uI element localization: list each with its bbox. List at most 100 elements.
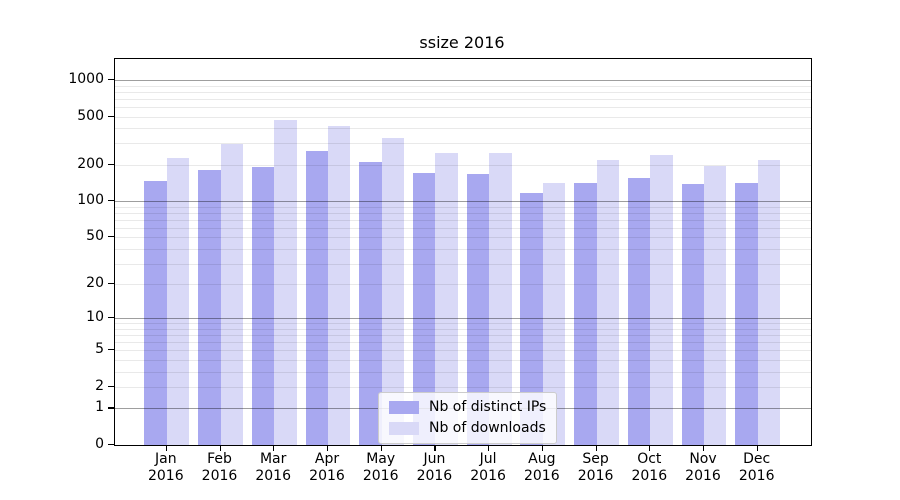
y-tick-mark bbox=[108, 317, 114, 319]
x-tick-label: Feb 2016 bbox=[175, 451, 265, 485]
legend-swatch-distinct-ips bbox=[389, 401, 419, 414]
x-tick-month: Apr bbox=[314, 451, 340, 467]
x-tick-mark bbox=[756, 445, 758, 451]
bar-downloads bbox=[327, 125, 351, 445]
x-tick-mark bbox=[219, 445, 221, 451]
x-tick-mark bbox=[434, 445, 436, 451]
y-tick-mark bbox=[108, 349, 114, 351]
bar-downloads bbox=[381, 138, 405, 445]
plot-area: Nb of distinct IPs Nb of downloads bbox=[114, 58, 812, 446]
x-tick-year: 2016 bbox=[470, 468, 506, 484]
x-tick-label: Sep 2016 bbox=[551, 451, 641, 485]
minor-gridline bbox=[115, 85, 811, 87]
bar-distinct-ips bbox=[305, 151, 328, 445]
x-tick-year: 2016 bbox=[362, 468, 399, 484]
minor-gridline bbox=[115, 371, 811, 373]
y-tick-mark bbox=[108, 444, 114, 446]
chart-title: ssize 2016 bbox=[419, 33, 505, 52]
bar-distinct-ips bbox=[520, 192, 543, 445]
legend: Nb of distinct IPs Nb of downloads bbox=[378, 392, 558, 444]
x-tick-month: Dec bbox=[743, 451, 771, 467]
bars-layer bbox=[115, 59, 811, 445]
x-tick-label: Oct 2016 bbox=[604, 451, 694, 485]
minor-gridline bbox=[115, 386, 811, 388]
x-tick-mark bbox=[488, 445, 490, 451]
minor-gridline bbox=[115, 206, 811, 208]
y-tick-label: 500 bbox=[77, 107, 104, 124]
bar-downloads bbox=[220, 143, 243, 445]
minor-gridline bbox=[115, 212, 811, 214]
major-gridline bbox=[115, 201, 811, 203]
bar-distinct-ips bbox=[198, 170, 221, 445]
x-tick-label: Apr 2016 bbox=[282, 451, 372, 485]
y-tick-label: 1 bbox=[95, 399, 104, 416]
x-tick-year: 2016 bbox=[255, 468, 291, 484]
x-tick-mark bbox=[165, 445, 167, 451]
y-tick-label: 5 bbox=[95, 341, 104, 358]
x-tick-mark bbox=[595, 445, 597, 451]
minor-gridline bbox=[115, 237, 811, 239]
x-tick-year: 2016 bbox=[738, 468, 775, 484]
x-tick-label: Jun 2016 bbox=[389, 451, 479, 485]
legend-swatch-downloads bbox=[389, 422, 419, 435]
major-gridline bbox=[115, 318, 811, 320]
y-tick-mark bbox=[108, 236, 114, 238]
bar-distinct-ips bbox=[251, 166, 275, 445]
major-gridline bbox=[115, 79, 811, 81]
x-tick-label: Jan 2016 bbox=[121, 451, 211, 485]
x-tick-month: Aug bbox=[528, 451, 556, 467]
x-tick-mark bbox=[327, 445, 329, 451]
minor-gridline bbox=[115, 323, 811, 325]
y-tick-mark bbox=[108, 78, 114, 81]
grid-layer bbox=[115, 59, 811, 445]
x-tick-month: Jul bbox=[479, 451, 497, 467]
x-tick-label: Mar 2016 bbox=[228, 451, 318, 485]
minor-gridline bbox=[115, 91, 811, 93]
x-tick-mark bbox=[273, 445, 275, 451]
x-tick-year: 2016 bbox=[416, 468, 453, 484]
bar-downloads bbox=[542, 183, 566, 445]
x-tick-year: 2016 bbox=[201, 468, 238, 484]
bar-distinct-ips bbox=[466, 173, 490, 445]
minor-gridline bbox=[115, 128, 811, 130]
x-tick-label: Dec 2016 bbox=[712, 451, 802, 485]
y-tick-label: 0 bbox=[95, 436, 104, 452]
x-tick-label: Nov 2016 bbox=[658, 451, 748, 485]
x-tick-mark bbox=[703, 445, 705, 451]
y-tick-label: 1000 bbox=[68, 70, 104, 87]
bar-distinct-ips bbox=[681, 183, 704, 445]
x-tick-label: May 2016 bbox=[336, 451, 426, 485]
x-tick-year: 2016 bbox=[577, 468, 614, 484]
x-tick-year: 2016 bbox=[523, 468, 560, 484]
minor-gridline bbox=[115, 219, 811, 221]
bar-downloads bbox=[596, 160, 619, 445]
x-tick-mark bbox=[541, 445, 543, 451]
y-tick-mark bbox=[108, 200, 114, 202]
y-tick-label: 100 bbox=[77, 192, 104, 209]
bar-downloads bbox=[757, 160, 781, 445]
minor-gridline bbox=[115, 98, 811, 100]
bar-downloads bbox=[704, 166, 727, 445]
y-tick-mark bbox=[108, 163, 114, 165]
bar-distinct-ips bbox=[413, 173, 436, 445]
minor-gridline bbox=[115, 248, 811, 250]
x-tick-mark bbox=[380, 445, 382, 451]
bar-distinct-ips bbox=[627, 177, 651, 445]
bar-distinct-ips bbox=[359, 161, 382, 445]
minor-gridline bbox=[115, 284, 811, 286]
minor-gridline bbox=[115, 116, 811, 118]
legend-label-distinct-ips: Nb of distinct IPs bbox=[429, 399, 547, 415]
x-tick-month: Sep bbox=[582, 451, 609, 467]
minor-gridline bbox=[115, 106, 811, 108]
x-tick-month: Oct bbox=[637, 451, 662, 467]
x-tick-month: Nov bbox=[689, 451, 717, 467]
y-tick-label: 2 bbox=[95, 377, 104, 394]
bar-downloads bbox=[435, 152, 458, 445]
bar-downloads bbox=[274, 120, 297, 445]
y-tick-mark bbox=[108, 407, 114, 409]
bar-distinct-ips bbox=[144, 180, 167, 445]
x-tick-year: 2016 bbox=[685, 468, 721, 484]
y-tick-label: 200 bbox=[77, 155, 104, 172]
minor-gridline bbox=[115, 360, 811, 361]
